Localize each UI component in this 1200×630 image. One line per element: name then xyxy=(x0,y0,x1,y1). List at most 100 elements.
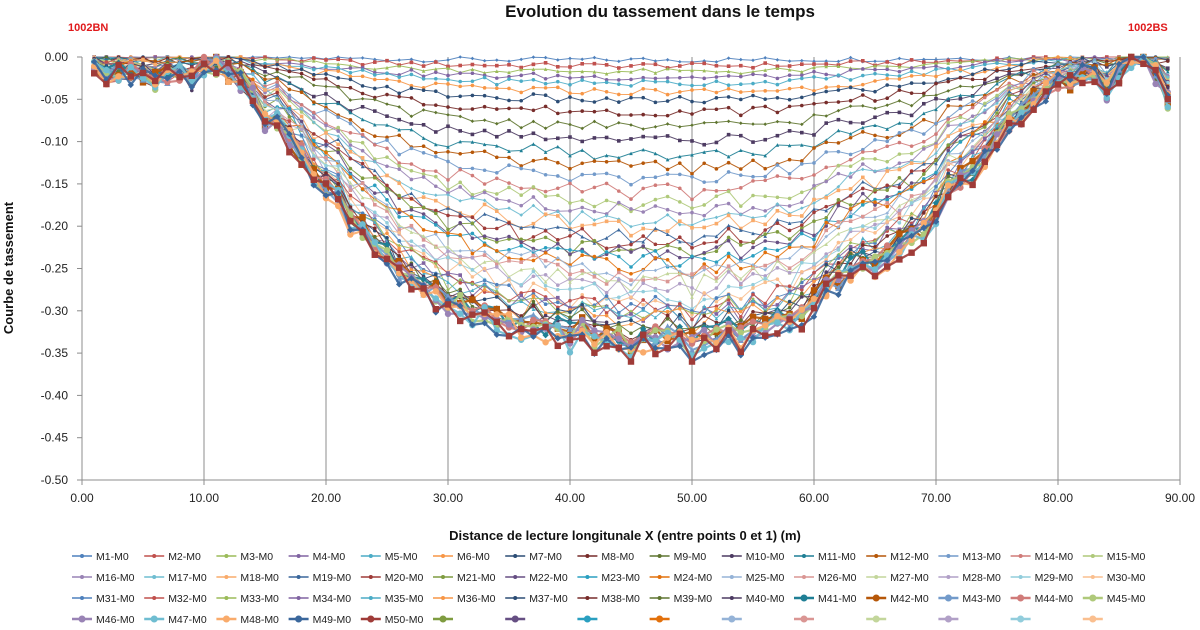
data-point xyxy=(824,228,828,233)
data-point xyxy=(812,266,816,270)
data-point xyxy=(495,209,499,213)
data-point xyxy=(897,77,902,81)
data-point xyxy=(800,245,804,249)
data-point xyxy=(495,76,499,80)
data-point xyxy=(640,335,647,342)
data-point xyxy=(507,283,511,288)
data-point xyxy=(787,104,792,109)
data-point xyxy=(458,129,462,133)
data-point xyxy=(383,246,391,254)
data-point xyxy=(653,268,658,273)
data-point xyxy=(568,76,572,80)
data-point xyxy=(702,161,706,166)
data-point xyxy=(897,185,902,190)
data-point xyxy=(457,291,464,299)
data-point xyxy=(1018,109,1025,116)
data-point xyxy=(749,325,757,333)
data-point xyxy=(812,233,816,238)
data-point xyxy=(604,304,609,309)
data-point xyxy=(1105,59,1109,64)
data-point xyxy=(824,208,828,213)
data-point xyxy=(690,112,694,116)
data-point xyxy=(946,79,950,84)
data-point xyxy=(970,94,975,98)
data-point xyxy=(617,78,621,82)
legend-swatch-marker xyxy=(224,575,229,579)
data-point xyxy=(922,193,926,198)
data-point xyxy=(360,164,365,169)
data-point xyxy=(287,61,292,65)
data-point xyxy=(714,306,719,311)
data-point xyxy=(739,309,743,314)
data-point xyxy=(714,270,719,275)
data-point xyxy=(482,71,487,75)
data-point xyxy=(397,91,402,96)
data-point xyxy=(726,201,731,206)
data-point xyxy=(263,61,267,66)
data-point xyxy=(152,77,159,85)
data-point xyxy=(530,333,537,340)
data-point xyxy=(665,257,670,262)
data-point xyxy=(665,99,670,103)
data-point xyxy=(592,100,597,104)
data-point xyxy=(847,272,854,279)
data-point xyxy=(519,237,523,242)
data-point xyxy=(653,113,658,118)
data-point xyxy=(470,173,475,178)
legend-label: M9-M0 xyxy=(674,551,707,563)
data-point xyxy=(115,61,122,69)
data-point xyxy=(603,325,610,332)
data-point xyxy=(470,281,475,286)
data-point xyxy=(177,55,182,60)
data-point xyxy=(629,151,633,156)
data-point xyxy=(373,122,377,127)
data-point xyxy=(653,277,658,281)
data-point xyxy=(495,58,499,62)
data-point xyxy=(373,109,377,113)
data-point xyxy=(763,301,767,306)
data-point xyxy=(470,267,475,272)
data-point xyxy=(726,267,731,272)
data-point xyxy=(702,83,706,88)
data-point xyxy=(751,245,755,250)
data-point xyxy=(434,169,438,173)
data-point xyxy=(897,88,902,92)
data-point xyxy=(787,213,792,218)
data-point xyxy=(836,141,841,145)
legend-label: M40-M0 xyxy=(746,593,785,605)
data-point xyxy=(470,236,475,241)
data-point xyxy=(408,286,415,293)
data-point xyxy=(678,255,682,260)
data-point xyxy=(800,269,804,274)
data-point xyxy=(446,193,450,197)
data-point xyxy=(800,122,804,127)
data-point xyxy=(1054,71,1062,78)
data-point xyxy=(812,237,816,242)
data-point xyxy=(922,190,926,194)
data-point xyxy=(383,241,391,248)
data-point xyxy=(787,176,792,180)
data-point xyxy=(885,144,889,149)
data-point xyxy=(580,198,584,203)
data-point xyxy=(812,112,816,117)
data-point xyxy=(421,168,426,173)
data-point xyxy=(812,173,816,177)
data-point xyxy=(739,82,743,87)
data-point xyxy=(775,76,780,81)
data-point xyxy=(348,166,353,171)
data-point xyxy=(556,120,560,124)
data-point xyxy=(434,208,438,213)
data-point xyxy=(373,226,377,230)
data-point xyxy=(580,69,584,74)
data-point xyxy=(604,125,609,130)
data-point xyxy=(543,172,548,177)
data-point xyxy=(946,66,950,71)
data-point xyxy=(421,191,426,196)
data-point xyxy=(897,131,902,135)
data-point xyxy=(810,304,818,312)
data-point xyxy=(568,95,572,99)
data-point xyxy=(800,219,804,224)
data-point xyxy=(688,328,696,335)
data-point xyxy=(897,56,902,61)
data-point xyxy=(786,316,793,323)
